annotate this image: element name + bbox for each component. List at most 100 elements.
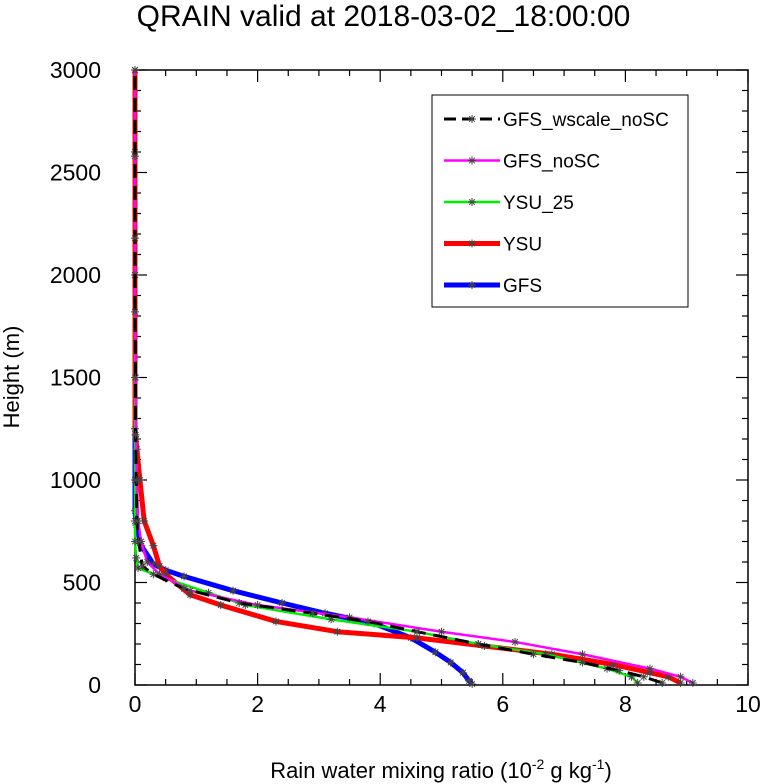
- series-marker-gfs: [468, 679, 477, 688]
- series-marker-gfs-wscale-nosc: [138, 562, 147, 571]
- series-marker-gfs-wscale-nosc: [132, 476, 141, 484]
- legend-label-ysu-25: YSU_25: [503, 193, 574, 214]
- legend-entry-ysu-25: YSU_25: [444, 193, 574, 214]
- series-marker-gfs-wscale-nosc: [658, 678, 667, 687]
- y-tick-label-0: 0: [88, 672, 101, 698]
- series-marker-gfs: [278, 599, 287, 607]
- series-marker-gfs-nosc: [155, 570, 164, 579]
- legend-entry-gfs-nosc: GFS_noSC: [444, 152, 600, 173]
- series-marker-gfs: [180, 572, 189, 581]
- legend-entry-gfs: GFS: [444, 276, 542, 297]
- legend-marker-ysu: [468, 239, 476, 248]
- y-tick-label-1: 500: [63, 570, 101, 596]
- series-marker-gfs: [465, 676, 474, 685]
- series-marker-ysu: [140, 517, 149, 525]
- series-marker-gfs-wscale-nosc: [149, 570, 158, 579]
- series-marker-gfs-wscale-nosc: [131, 373, 140, 382]
- series-marker-ysu: [333, 627, 342, 636]
- series-marker-gfs-wscale-nosc: [132, 517, 141, 525]
- series-marker-gfs: [446, 658, 455, 667]
- series-marker-gfs-wscale-nosc: [615, 666, 624, 675]
- series-marker-gfs-wscale-nosc: [412, 627, 421, 636]
- series-layer: [131, 66, 697, 688]
- series-marker-gfs-wscale-nosc: [134, 537, 143, 546]
- series-marker-gfs-nosc: [676, 672, 685, 681]
- series-marker-gfs-nosc: [253, 601, 262, 610]
- legend-marker-gfs: [468, 281, 476, 289]
- series-marker-ysu: [664, 672, 673, 681]
- x-tick-label-3: 6: [496, 691, 509, 717]
- x-tick-label-5: 10: [735, 691, 761, 717]
- legend-marker-gfs-wscale-nosc: [468, 115, 476, 123]
- series-marker-ysu: [547, 650, 556, 659]
- series-marker-gfs-wscale-nosc: [131, 234, 139, 243]
- series-marker-gfs-nosc: [578, 650, 587, 659]
- legend-label-gfs-wscale-nosc: GFS_wscale_noSC: [503, 110, 669, 131]
- x-tick-label-0: 0: [129, 691, 142, 717]
- legend-label-ysu: YSU: [503, 235, 542, 256]
- series-marker-ysu-25: [134, 564, 143, 573]
- series-marker-gfs-nosc: [645, 664, 654, 673]
- series-marker-gfs-wscale-nosc: [235, 599, 244, 607]
- series-line-gfs-wscale-nosc: [133, 70, 663, 685]
- series-marker-gfs-wscale-nosc: [131, 430, 140, 439]
- series-marker-ysu: [676, 678, 685, 687]
- series-marker-gfs-wscale-nosc: [474, 640, 483, 648]
- series-marker-gfs-wscale-nosc: [363, 617, 372, 626]
- series-gfs: [131, 66, 477, 688]
- series-marker-gfs-wscale-nosc: [180, 584, 189, 593]
- series-marker-gfs-nosc: [143, 558, 152, 566]
- legend-label-gfs: GFS: [503, 276, 542, 297]
- series-marker-ysu: [155, 562, 164, 571]
- series-marker-ysu-25: [327, 615, 336, 624]
- y-tick-label-5: 2500: [50, 160, 101, 186]
- series-marker-gfs-wscale-nosc: [578, 658, 587, 667]
- y-tick-labels: 0 500 1000 1500 2000 2500 3000: [50, 57, 101, 698]
- series-marker-gfs: [149, 560, 158, 569]
- series-marker-gfs-wscale-nosc: [131, 152, 139, 161]
- series-marker-gfs-nosc: [437, 627, 446, 636]
- series-marker-ysu: [271, 617, 280, 626]
- x-tick-label-4: 8: [619, 691, 632, 717]
- series-marker-ysu: [161, 570, 170, 579]
- series-marker-ysu-25: [541, 650, 550, 659]
- series-marker-ysu: [186, 590, 195, 599]
- legend-entry-gfs-wscale-nosc: GFS_wscale_noSC: [444, 110, 669, 131]
- y-tick-label-3: 1500: [50, 365, 101, 391]
- series-marker-ysu-25: [627, 672, 636, 681]
- legend-marker-ysu-25: [468, 198, 476, 206]
- series-marker-ysu-25: [132, 553, 141, 562]
- y-tick-label-6: 3000: [50, 57, 101, 83]
- series-marker-ysu-25: [633, 678, 642, 687]
- series-marker-gfs: [431, 648, 440, 657]
- y-tick-label-2: 1000: [50, 467, 101, 493]
- chart-title: QRAIN valid at 2018-03-02_18:00:00: [136, 0, 631, 33]
- series-marker-gfs-wscale-nosc: [529, 650, 538, 659]
- series-marker-gfs-nosc: [511, 637, 520, 646]
- series-marker-gfs-wscale-nosc: [308, 609, 317, 618]
- series-marker-gfs-wscale-nosc: [131, 307, 139, 316]
- y-tick-label-4: 2000: [50, 262, 101, 288]
- series-marker-ysu: [149, 541, 158, 550]
- x-tick-label-1: 2: [251, 691, 264, 717]
- series-marker-gfs: [458, 668, 467, 677]
- legend-marker-gfs-nosc: [468, 156, 476, 165]
- series-marker-gfs: [229, 586, 238, 595]
- legend-label-gfs-nosc: GFS_noSC: [503, 152, 600, 173]
- series-marker-ysu: [645, 668, 654, 677]
- legend: GFS_wscale_noSC GFS_noSC YSU_25 YSU GFS: [431, 94, 689, 308]
- series-gfs-wscale-nosc: [131, 66, 667, 687]
- x-axis-label: Rain water mixing ratio (10-2 g kg-1): [270, 756, 612, 783]
- series-marker-gfs-wscale-nosc: [131, 66, 139, 74]
- series-marker-ysu: [412, 633, 421, 642]
- legend-entry-ysu: YSU: [444, 235, 542, 256]
- series-marker-ysu-25: [204, 588, 213, 597]
- x-tick-labels: 0 2 4 6 8 10: [129, 691, 761, 717]
- series-marker-gfs-nosc: [688, 678, 697, 687]
- x-tick-label-2: 4: [374, 691, 387, 717]
- series-marker-ysu: [216, 601, 225, 610]
- series-marker-ysu: [609, 660, 618, 669]
- series-marker-gfs-nosc: [186, 586, 195, 595]
- series-marker-gfs-wscale-nosc: [639, 672, 648, 681]
